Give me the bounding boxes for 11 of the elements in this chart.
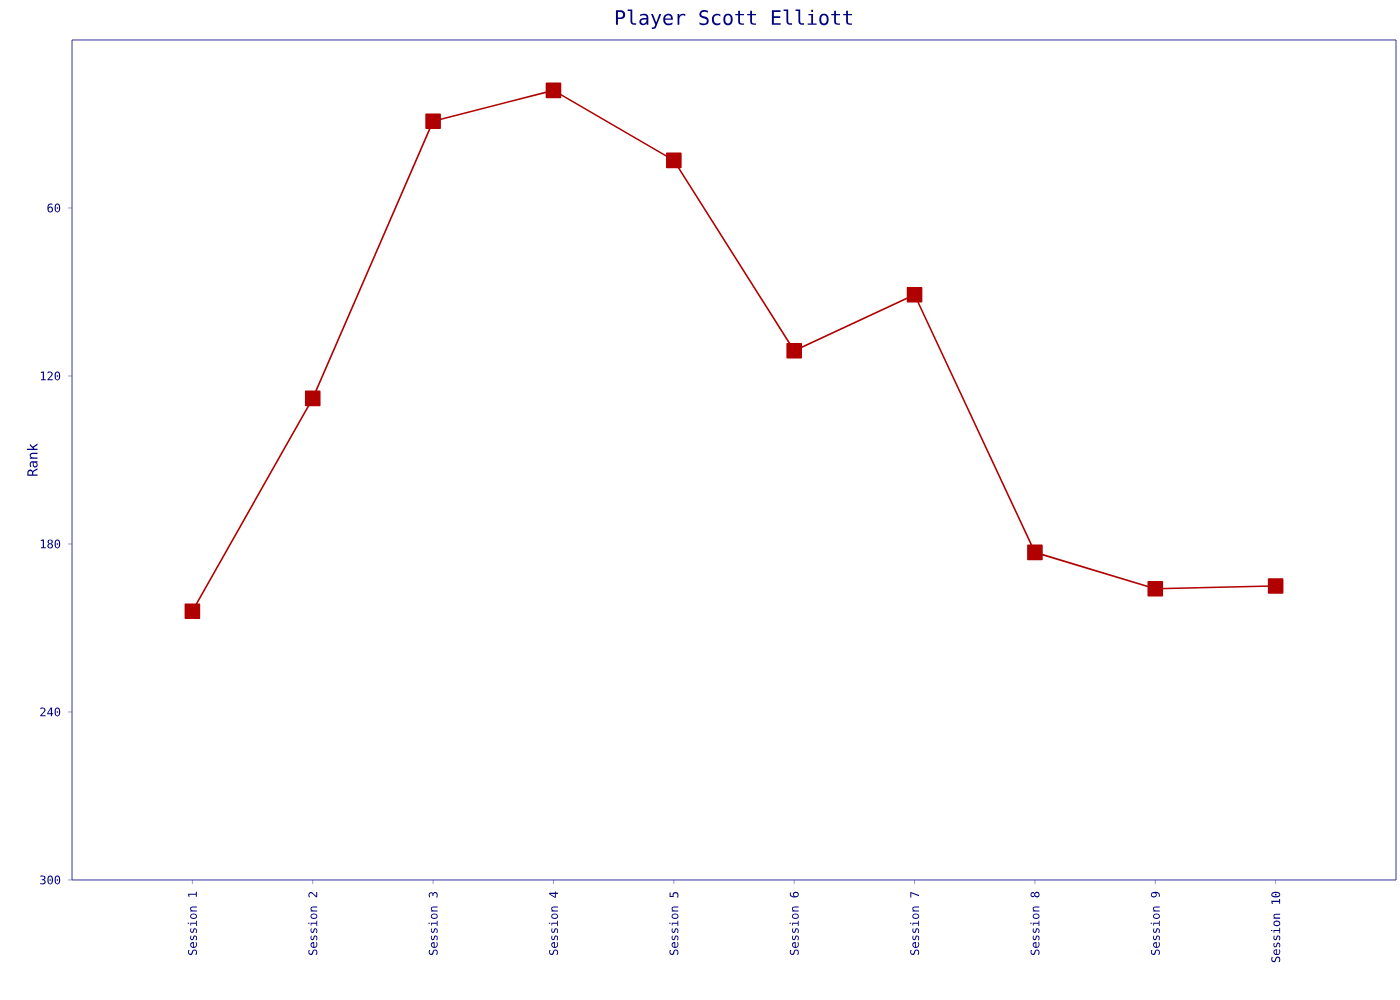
chart-title: Player Scott Elliott xyxy=(615,9,852,29)
point xyxy=(1147,580,1164,597)
point xyxy=(184,603,201,619)
point xyxy=(1267,578,1284,594)
point xyxy=(425,113,441,129)
point xyxy=(906,286,923,303)
point xyxy=(1027,544,1043,561)
point xyxy=(545,82,562,99)
point xyxy=(786,342,802,359)
point xyxy=(304,390,321,407)
point xyxy=(666,152,682,169)
